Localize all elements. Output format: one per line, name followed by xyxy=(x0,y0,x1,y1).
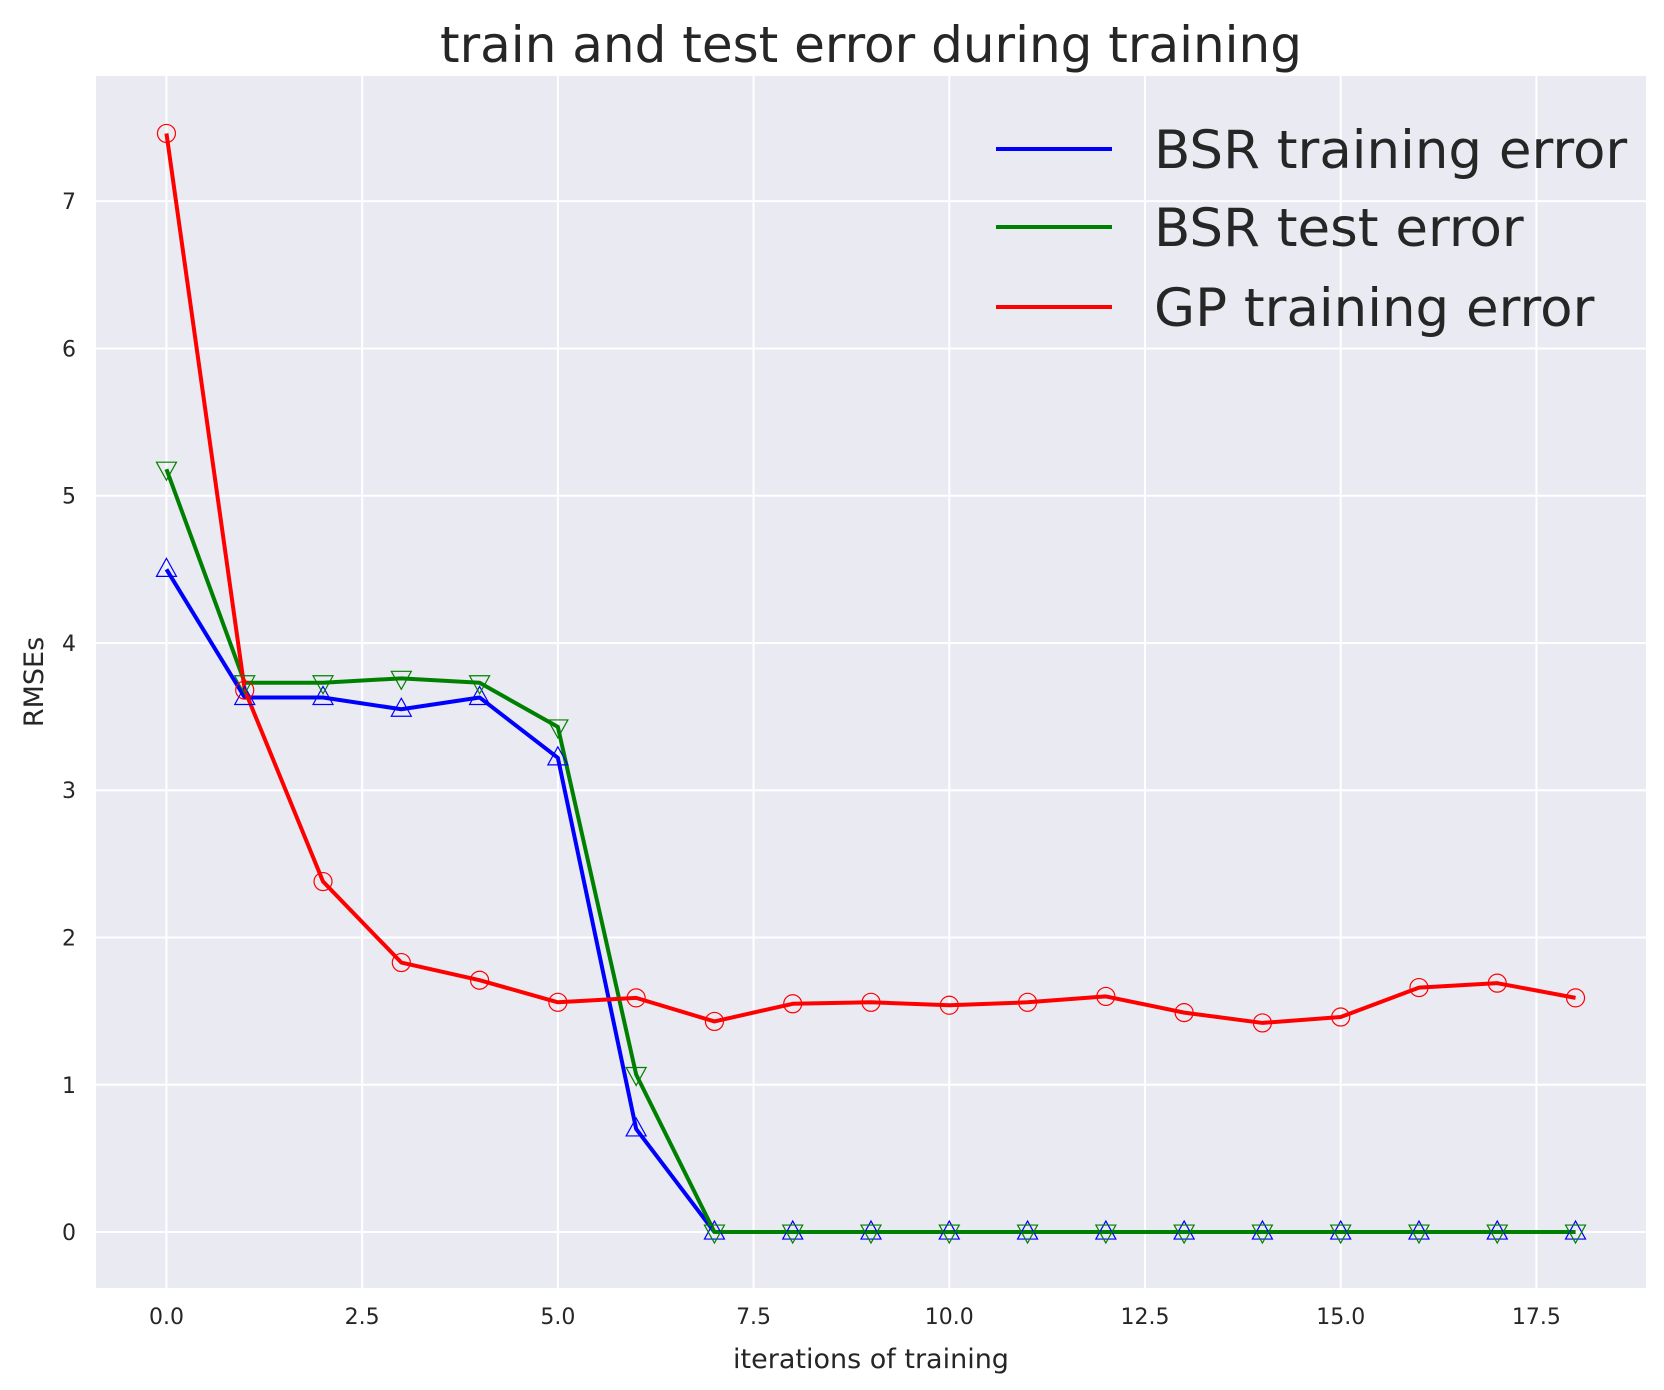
x-tick-label: 17.5 xyxy=(1512,1305,1561,1330)
legend-label-bsr-training: BSR training error xyxy=(1154,120,1627,181)
point-bsr-training-error xyxy=(859,1219,883,1240)
point-gp-training-error xyxy=(156,123,177,144)
point-gp-training-error xyxy=(391,952,411,973)
point-gp-training-error xyxy=(1565,988,1586,1008)
x-tick-label: 7.5 xyxy=(736,1305,771,1330)
point-bsr-test-error xyxy=(1486,1224,1509,1245)
x-tick-label: 15.0 xyxy=(1316,1305,1365,1330)
point-bsr-training-error xyxy=(390,697,413,717)
legend-label-gp-training: GP training error xyxy=(1154,278,1595,339)
point-bsr-training-error xyxy=(1173,1219,1196,1240)
point-gp-training-error xyxy=(1096,986,1116,1007)
x-tick-labels: 0.0 2.5 5.0 7.5 10.0 12.5 15.0 17.5 xyxy=(149,1305,1561,1330)
y-tick-label: 7 xyxy=(62,190,76,215)
point-bsr-training-error xyxy=(1329,1219,1352,1240)
point-bsr-training-error xyxy=(312,685,335,706)
point-bsr-training-error xyxy=(703,1219,726,1240)
point-bsr-test-error xyxy=(1251,1224,1274,1245)
point-gp-training-error xyxy=(939,995,959,1015)
y-tick-label: 4 xyxy=(62,632,76,657)
y-tick-label: 5 xyxy=(62,485,76,510)
point-bsr-training-error xyxy=(468,685,491,706)
series-layer xyxy=(155,123,1587,1245)
point-gp-training-error xyxy=(1331,1007,1351,1027)
point-bsr-test-error xyxy=(468,675,491,695)
y-axis-label: RMSEs xyxy=(19,637,50,727)
point-bsr-training-error xyxy=(1094,1219,1117,1240)
x-tick-label: 5.0 xyxy=(540,1305,575,1330)
point-gp-training-error xyxy=(548,992,568,1012)
point-bsr-test-error xyxy=(1329,1224,1352,1245)
point-bsr-training-error xyxy=(625,1116,648,1137)
x-tick-label: 10.0 xyxy=(925,1305,974,1330)
point-bsr-test-error xyxy=(1016,1224,1039,1245)
series-line-bsr-test-error xyxy=(164,468,1576,1235)
point-bsr-training-error xyxy=(781,1219,804,1240)
legend: BSR training error BSR test error GP tra… xyxy=(996,120,1627,339)
point-bsr-training-error xyxy=(155,557,178,577)
x-tick-label: 12.5 xyxy=(1120,1305,1169,1330)
point-gp-training-error xyxy=(783,994,803,1014)
point-bsr-training-error xyxy=(546,745,569,766)
point-gp-training-error xyxy=(861,992,881,1012)
y-tick-labels: 0 1 2 3 4 5 6 7 xyxy=(62,190,76,1246)
y-tick-label: 0 xyxy=(62,1221,76,1246)
point-bsr-test-error xyxy=(781,1224,804,1245)
x-tick-label: 0.0 xyxy=(149,1305,184,1330)
legend-label-bsr-test: BSR test error xyxy=(1154,198,1524,259)
x-tick-label: 2.5 xyxy=(345,1305,380,1330)
point-bsr-test-error xyxy=(703,1224,726,1245)
point-bsr-training-error xyxy=(1564,1219,1587,1240)
y-tick-label: 2 xyxy=(62,927,76,952)
point-bsr-training-error xyxy=(1486,1219,1509,1240)
point-gp-training-error xyxy=(1017,992,1038,1012)
point-gp-training-error xyxy=(704,1011,725,1032)
point-bsr-training-error xyxy=(233,685,256,706)
chart-title: train and test error during training xyxy=(440,16,1302,74)
point-bsr-test-error xyxy=(1564,1224,1587,1245)
y-tick-label: 1 xyxy=(62,1074,76,1099)
point-bsr-training-error xyxy=(1251,1219,1274,1240)
point-bsr-test-error xyxy=(859,1224,883,1245)
point-bsr-test-error xyxy=(546,719,569,740)
series-line-gp-training-error xyxy=(164,133,1576,1025)
point-bsr-test-error xyxy=(625,1066,648,1087)
point-bsr-test-error xyxy=(1407,1224,1430,1245)
point-bsr-training-error xyxy=(1016,1219,1039,1240)
point-gp-training-error xyxy=(626,988,646,1008)
point-bsr-test-error xyxy=(233,675,256,695)
x-axis-label: iterations of training xyxy=(733,1344,1009,1375)
point-bsr-test-error xyxy=(390,670,413,691)
point-bsr-training-error xyxy=(938,1219,961,1240)
point-gp-training-error xyxy=(1487,973,1507,993)
gridlines xyxy=(96,76,1646,1288)
point-bsr-test-error xyxy=(312,675,335,695)
y-tick-label: 6 xyxy=(62,337,76,362)
point-bsr-training-error xyxy=(1407,1219,1430,1240)
point-bsr-test-error xyxy=(1094,1224,1117,1245)
point-gp-training-error xyxy=(1252,1013,1273,1033)
point-gp-training-error xyxy=(1409,977,1429,998)
point-gp-training-error xyxy=(235,680,255,700)
point-gp-training-error xyxy=(1174,1003,1194,1023)
point-bsr-test-error xyxy=(155,461,178,482)
point-gp-training-error xyxy=(469,970,490,990)
point-bsr-test-error xyxy=(1173,1224,1196,1245)
point-gp-training-error xyxy=(313,871,333,892)
point-bsr-test-error xyxy=(938,1224,961,1245)
y-tick-label: 3 xyxy=(62,779,76,804)
